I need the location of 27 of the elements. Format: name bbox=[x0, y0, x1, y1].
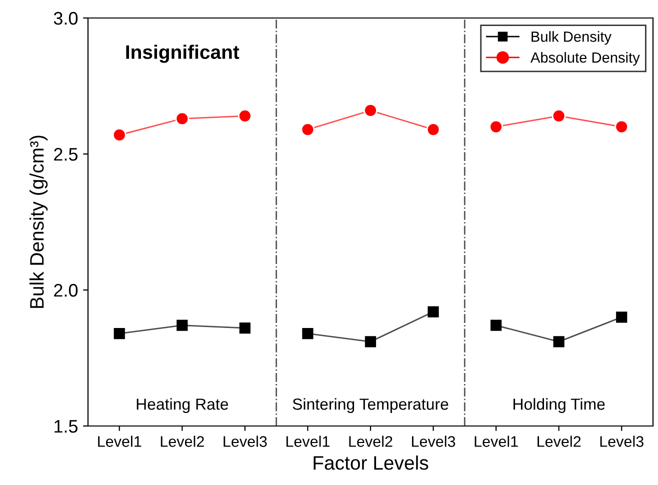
y-axis-title: Bulk Density (g/cm³) bbox=[30, 136, 48, 308]
x-tick-label: Level2 bbox=[538, 436, 581, 447]
legend-label: Absolute Density bbox=[530, 52, 640, 66]
y-tick-label: 2.5 bbox=[54, 148, 78, 161]
point bbox=[490, 320, 502, 331]
point bbox=[302, 328, 314, 340]
annotation: Sintering Temperature bbox=[292, 398, 448, 413]
annotation: Holding Time bbox=[514, 398, 605, 413]
x-tick-label: Level3 bbox=[224, 436, 267, 447]
x-tick-label: Level3 bbox=[600, 436, 644, 447]
y-tick-label: 3.0 bbox=[54, 12, 78, 25]
point bbox=[616, 312, 628, 323]
y-tick-label: 1.5 bbox=[54, 420, 78, 433]
x-tick-label: Level2 bbox=[349, 436, 392, 447]
point bbox=[428, 306, 439, 318]
x-axis-title: Factor Levels bbox=[314, 456, 428, 470]
x-tick-label: Level1 bbox=[474, 436, 518, 447]
annotation: Heating Rate bbox=[136, 398, 228, 413]
x-tick-label: Level2 bbox=[160, 436, 204, 447]
x-tick-label: Level1 bbox=[98, 436, 142, 447]
point bbox=[364, 336, 376, 348]
annotation: Insignificant bbox=[126, 44, 240, 63]
y-tick-label: 2.0 bbox=[54, 284, 78, 297]
x-tick-label: Level1 bbox=[286, 436, 330, 447]
point bbox=[553, 336, 564, 348]
legend-label: Bulk Density bbox=[532, 31, 612, 45]
x-tick-label: Level3 bbox=[412, 436, 456, 447]
